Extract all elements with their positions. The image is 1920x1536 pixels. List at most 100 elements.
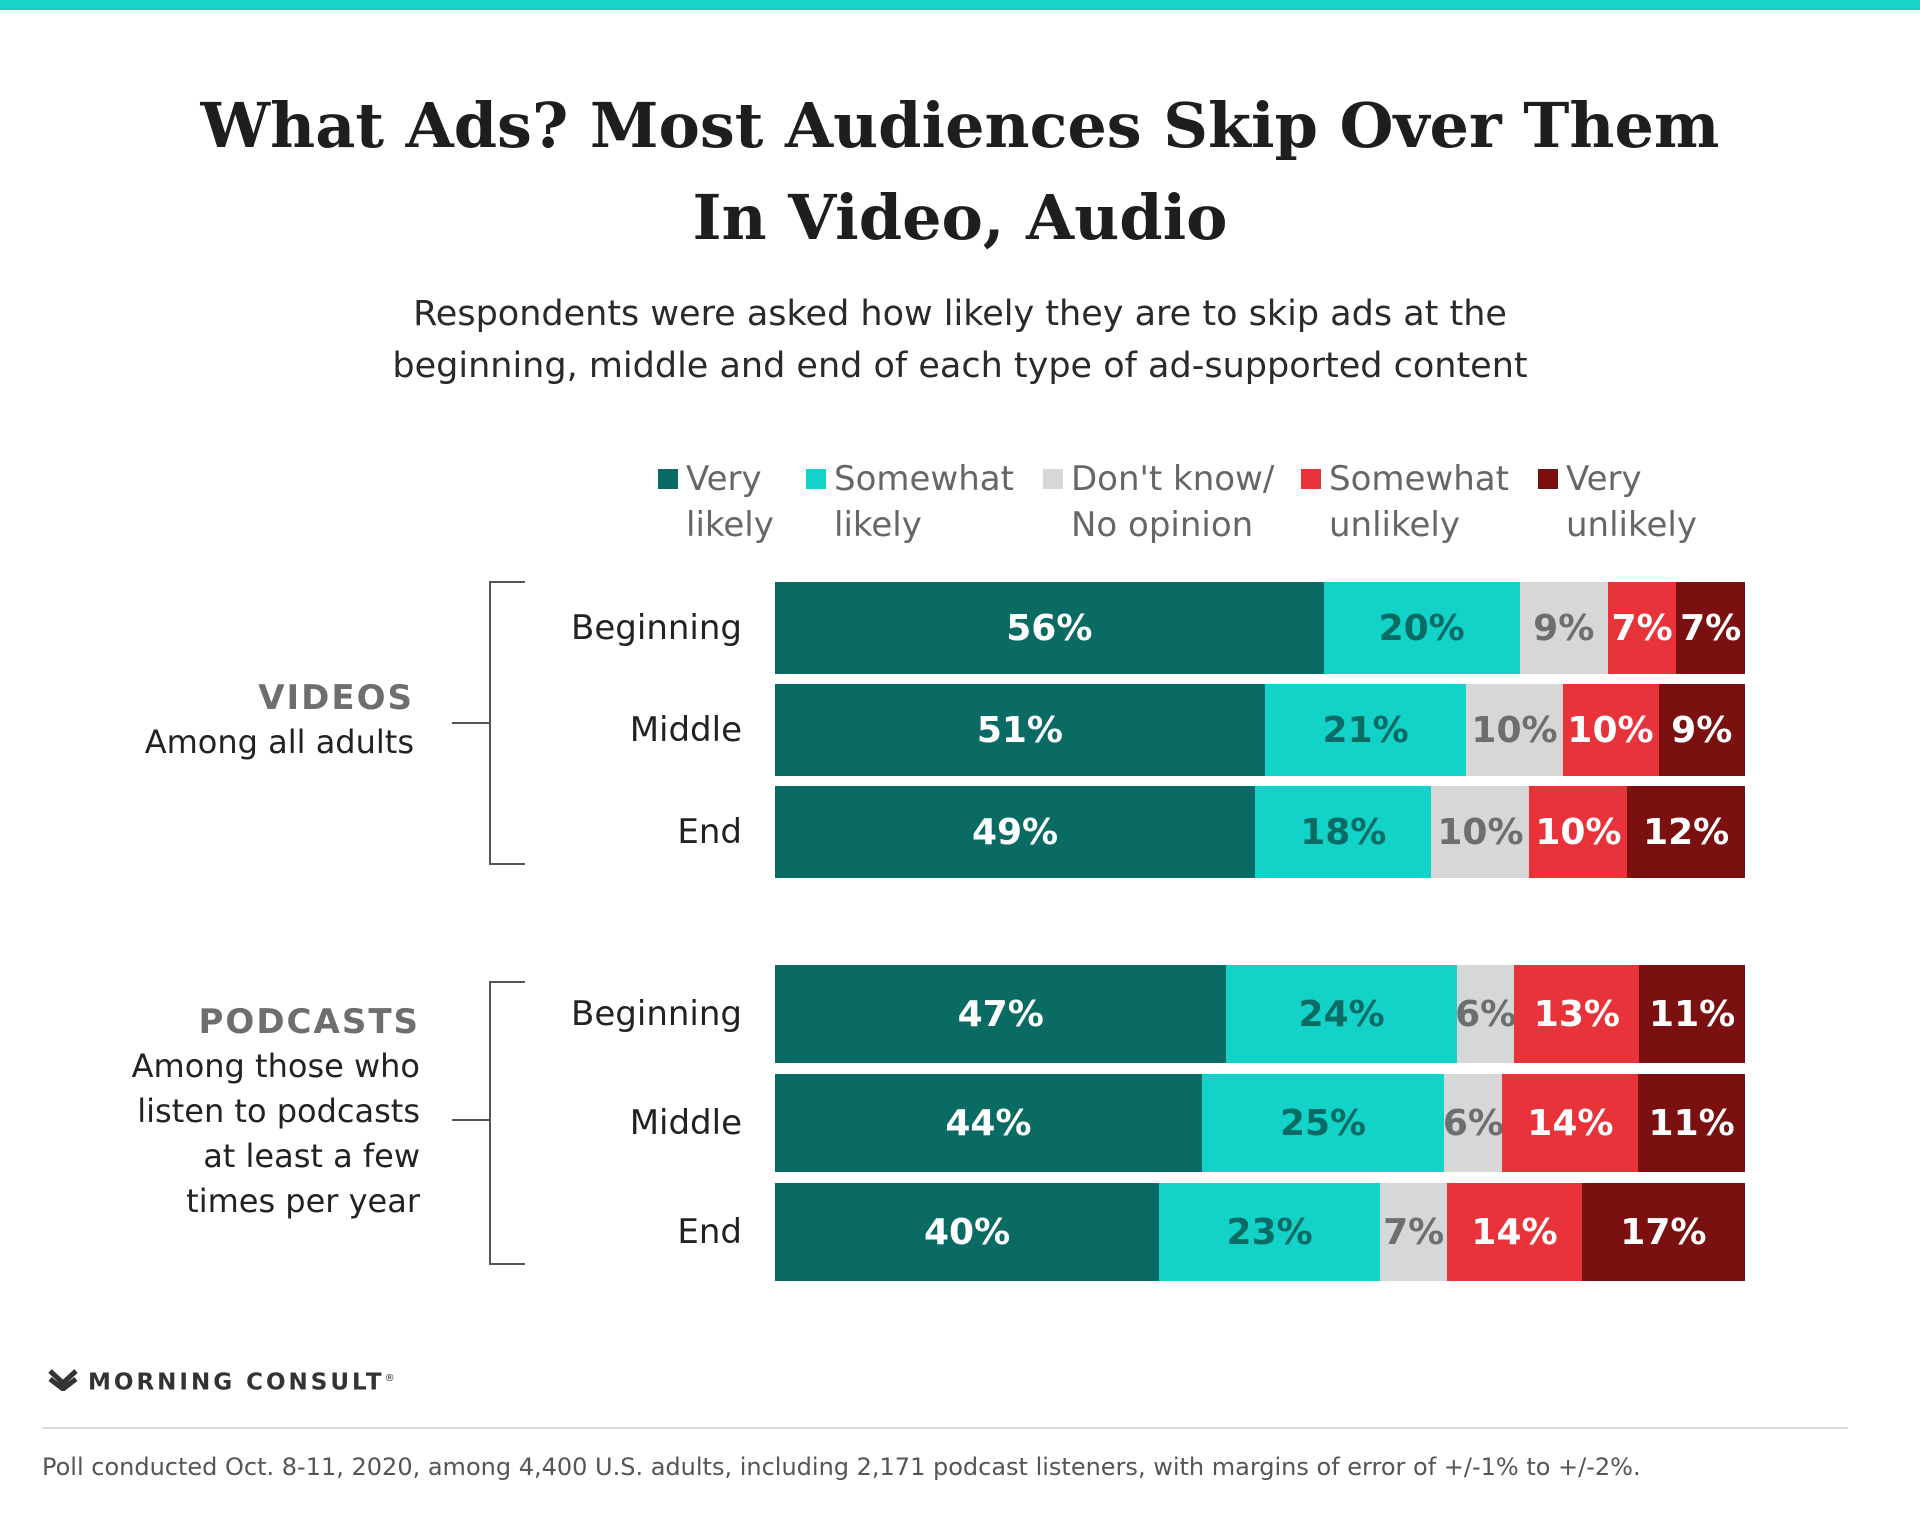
legend-label: Somewhat bbox=[834, 459, 1014, 499]
legend-label: unlikely bbox=[1329, 505, 1460, 545]
data-label: 44% bbox=[945, 1102, 1032, 1144]
legend-label: unlikely bbox=[1566, 505, 1697, 545]
bar-segment-somewhat-likely: 18% bbox=[1255, 786, 1432, 878]
chart-subtitle: Respondents were asked how likely they a… bbox=[0, 288, 1920, 392]
data-label: 13% bbox=[1533, 993, 1620, 1035]
bar-videos-beginning: 56% 20% 9% 7% 7% bbox=[775, 582, 1745, 674]
bar-segment-somewhat-likely: 20% bbox=[1323, 582, 1520, 674]
legend-label: likely bbox=[834, 505, 922, 545]
bar-segment-don-t-know-no-opinion: 9% bbox=[1519, 582, 1608, 674]
top-accent-bar bbox=[0, 0, 1920, 10]
data-label: 17% bbox=[1620, 1211, 1707, 1253]
legend-swatch-dont-know bbox=[1043, 469, 1063, 489]
bar-segment-very-unlikely: 11% bbox=[1639, 965, 1745, 1063]
data-label: 14% bbox=[1527, 1102, 1614, 1144]
title-line-1: What Ads? Most Audiences Skip Over Them bbox=[200, 89, 1720, 162]
group-description: Among all adults bbox=[144, 723, 414, 761]
bracket-podcasts bbox=[452, 981, 525, 1265]
data-label: 23% bbox=[1226, 1211, 1313, 1253]
data-label: 9% bbox=[1671, 709, 1733, 751]
bar-segment-don-t-know-no-opinion: 10% bbox=[1466, 684, 1563, 776]
bar-segment-somewhat-unlikely: 13% bbox=[1514, 965, 1640, 1063]
data-label: 7% bbox=[1680, 607, 1742, 649]
title-line-2: In Video, Audio bbox=[692, 181, 1228, 254]
bar-segment-very-unlikely: 9% bbox=[1658, 684, 1745, 776]
footnote: Poll conducted Oct. 8-11, 2020, among 4,… bbox=[42, 1453, 1641, 1481]
data-label: 11% bbox=[1648, 1102, 1735, 1144]
row-label-videos-beginning: Beginning bbox=[571, 608, 742, 648]
bar-segment-somewhat-unlikely: 7% bbox=[1607, 582, 1677, 674]
bar-segment-very-unlikely: 17% bbox=[1581, 1183, 1745, 1281]
bar-segment-very-likely: 49% bbox=[775, 786, 1256, 878]
bar-segment-somewhat-unlikely: 14% bbox=[1502, 1074, 1639, 1172]
legend-label: Very bbox=[686, 459, 762, 499]
bar-segment-very-likely: 40% bbox=[775, 1183, 1160, 1281]
bar-videos-middle: 51% 21% 10% 10% 9% bbox=[775, 684, 1745, 776]
legend: Very likely Somewhat likely Don't know/No … bbox=[0, 456, 1920, 556]
subtitle-line-1: Respondents were asked how likely they a… bbox=[413, 294, 1507, 334]
bar-segment-somewhat-likely: 24% bbox=[1226, 965, 1457, 1063]
data-label: 9% bbox=[1533, 607, 1595, 649]
bar-segment-don-t-know-no-opinion: 6% bbox=[1455, 965, 1517, 1063]
chart-title: What Ads? Most Audiences Skip Over Them … bbox=[0, 80, 1920, 264]
bar-podcasts-end: 40% 23% 7% 14% 17% bbox=[775, 1183, 1745, 1281]
group-description: Among those who listen to podcasts at le… bbox=[131, 1047, 420, 1220]
bar-podcasts-beginning: 47% 24% 6% 13% 11% bbox=[775, 965, 1745, 1063]
data-label: 40% bbox=[923, 1211, 1011, 1253]
data-label: 56% bbox=[1006, 607, 1093, 649]
data-label: 7% bbox=[1611, 607, 1673, 649]
data-label: 20% bbox=[1378, 607, 1465, 649]
data-label: 10% bbox=[1471, 709, 1558, 751]
data-label: 10% bbox=[1567, 709, 1654, 751]
data-label: 25% bbox=[1279, 1102, 1367, 1144]
data-label: 10% bbox=[1535, 811, 1622, 853]
bar-videos-end: 49% 18% 10% 10% 12% bbox=[775, 786, 1745, 878]
legend-label: Very bbox=[1566, 459, 1642, 499]
row-label-podcasts-end: End bbox=[677, 1212, 742, 1252]
bar-segment-somewhat-unlikely: 10% bbox=[1529, 786, 1628, 878]
bar-segment-very-unlikely: 11% bbox=[1638, 1074, 1745, 1172]
data-label: 18% bbox=[1300, 811, 1387, 853]
legend-swatch-very-unlikely bbox=[1538, 469, 1558, 489]
data-label: 21% bbox=[1322, 709, 1409, 751]
brand-trademark: ® bbox=[384, 1373, 398, 1384]
bar-segment-very-unlikely: 12% bbox=[1627, 786, 1745, 878]
bar-segment-somewhat-unlikely: 10% bbox=[1562, 684, 1659, 776]
morning-consult-logo-icon bbox=[48, 1369, 78, 1391]
data-label: 10% bbox=[1437, 811, 1524, 853]
data-label: 6% bbox=[1455, 993, 1517, 1035]
bar-segment-somewhat-unlikely: 14% bbox=[1447, 1183, 1582, 1281]
row-label-podcasts-beginning: Beginning bbox=[571, 994, 742, 1034]
legend-label: Somewhat bbox=[1329, 459, 1509, 499]
bar-segment-don-t-know-no-opinion: 6% bbox=[1442, 1074, 1504, 1172]
bar-segment-don-t-know-no-opinion: 7% bbox=[1380, 1183, 1448, 1281]
bracket-videos bbox=[452, 581, 525, 865]
bar-segment-somewhat-likely: 25% bbox=[1201, 1074, 1445, 1172]
row-label-podcasts-middle: Middle bbox=[629, 1103, 742, 1143]
group-label-videos: VIDEOS Among all adults bbox=[60, 676, 414, 765]
legend-label: No opinion bbox=[1071, 505, 1254, 545]
data-label: 6% bbox=[1442, 1102, 1504, 1144]
bar-segment-very-likely: 56% bbox=[775, 582, 1324, 674]
data-label: 24% bbox=[1298, 993, 1385, 1035]
subtitle-line-2: beginning, middle and end of each type o… bbox=[392, 346, 1528, 386]
data-label: 47% bbox=[957, 993, 1044, 1035]
legend-swatch-somewhat-likely bbox=[806, 469, 826, 489]
data-label: 14% bbox=[1471, 1211, 1558, 1253]
data-label: 11% bbox=[1649, 993, 1736, 1035]
data-label: 49% bbox=[971, 811, 1059, 853]
bar-segment-very-likely: 47% bbox=[775, 965, 1227, 1063]
group-name: PODCASTS bbox=[198, 1002, 420, 1042]
bar-segment-don-t-know-no-opinion: 10% bbox=[1431, 786, 1530, 878]
bar-segment-very-likely: 51% bbox=[775, 684, 1265, 776]
data-label: 51% bbox=[976, 709, 1063, 751]
bar-segment-very-likely: 44% bbox=[775, 1074, 1202, 1172]
legend-label: Don't know/ bbox=[1071, 459, 1275, 499]
data-label: 7% bbox=[1383, 1211, 1445, 1253]
bar-segment-somewhat-likely: 23% bbox=[1159, 1183, 1381, 1281]
row-label-videos-end: End bbox=[677, 812, 742, 852]
brand-name: MORNING CONSULT bbox=[88, 1369, 385, 1396]
legend-label: likely bbox=[686, 505, 774, 545]
group-name: VIDEOS bbox=[258, 678, 414, 718]
group-label-podcasts: PODCASTS Among those who listen to podca… bbox=[60, 1000, 420, 1224]
